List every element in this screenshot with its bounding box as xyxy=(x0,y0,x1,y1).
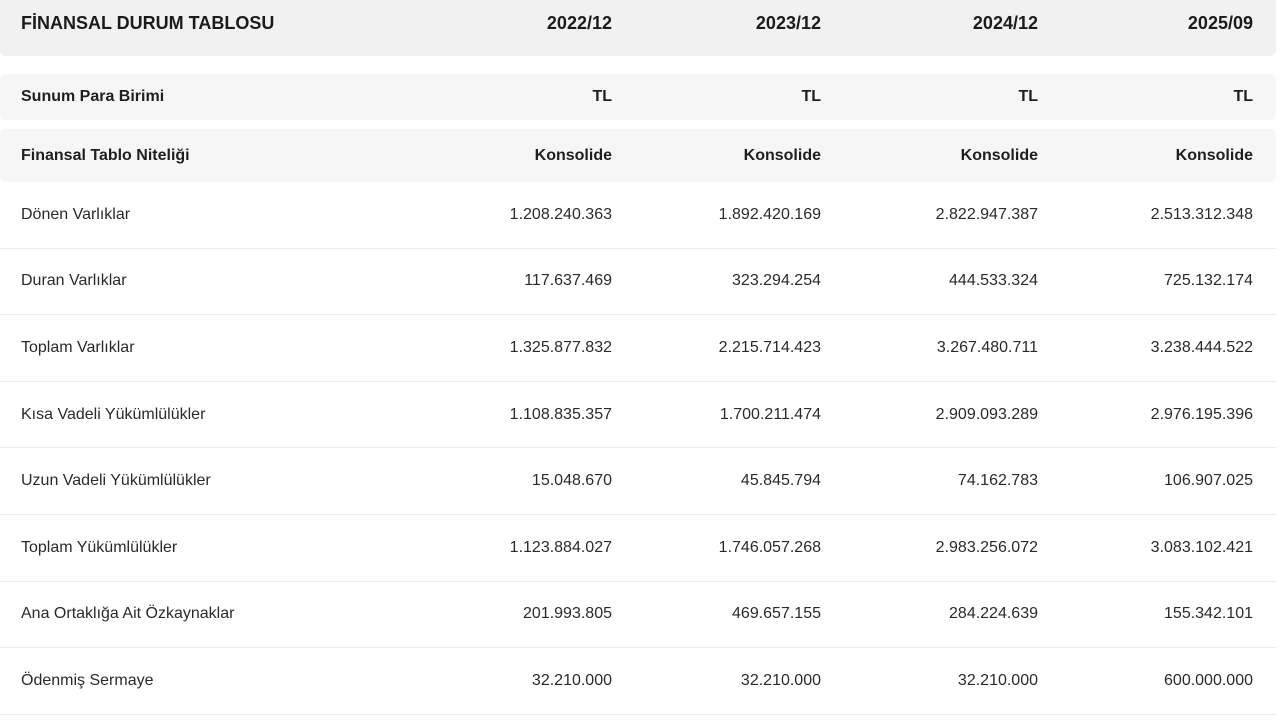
row-value: 155.342.101 xyxy=(1164,605,1253,623)
row-value: Konsolide xyxy=(960,146,1038,164)
row-value: 725.132.174 xyxy=(1164,272,1253,290)
row-label: Toplam Varlıklar xyxy=(21,338,135,356)
row-value: 1.325.877.832 xyxy=(509,338,612,356)
row-value: 2.909.093.289 xyxy=(935,405,1038,423)
row-value: 45.845.794 xyxy=(740,472,821,490)
table-row: Ödenmiş Sermaye 32.210.000 32.210.000 32… xyxy=(0,648,1276,715)
row-label: Finansal Tablo Niteliği xyxy=(21,146,190,164)
row-label: Duran Varlıklar xyxy=(21,272,127,290)
row-value: Konsolide xyxy=(1175,146,1253,164)
row-label: Ödenmiş Sermaye xyxy=(21,671,154,689)
row-label: Dönen Varlıklar xyxy=(21,205,131,223)
row-value: 32.210.000 xyxy=(740,671,821,689)
row-value: TL xyxy=(592,88,612,105)
row-value: 1.123.884.027 xyxy=(509,538,612,556)
row-value: 3.267.480.711 xyxy=(936,338,1038,356)
row-value: 3.238.444.522 xyxy=(1150,338,1253,356)
row-value: 2.822.947.387 xyxy=(935,205,1038,223)
row-value: TL xyxy=(801,88,821,105)
row-value: 117.637.469 xyxy=(524,272,612,290)
row-value: 1.208.240.363 xyxy=(509,205,612,223)
row-value: 469.657.155 xyxy=(732,605,821,623)
table-row: Toplam Varlıklar 1.325.877.832 2.215.714… xyxy=(0,315,1276,382)
row-value: 323.294.254 xyxy=(732,272,821,290)
row-value: TL xyxy=(1233,88,1253,105)
row-value: 106.907.025 xyxy=(1164,472,1253,490)
row-value: 32.210.000 xyxy=(957,671,1038,689)
row-label: Ana Ortaklığa Ait Özkaynaklar xyxy=(21,605,235,623)
row-value: 2.983.256.072 xyxy=(935,538,1038,556)
period-header[interactable]: 2022/12 xyxy=(546,12,612,33)
row-value: 2.513.312.348 xyxy=(1150,205,1253,223)
row-value: Konsolide xyxy=(743,146,821,164)
table-row: Kısa Vadeli Yükümlülükler 1.108.835.357 … xyxy=(0,382,1276,449)
row-label: Kısa Vadeli Yükümlülükler xyxy=(21,405,206,423)
row-value: 444.533.324 xyxy=(949,272,1038,290)
period-header[interactable]: 2025/09 xyxy=(1187,12,1253,33)
table-row: Duran Varlıklar 117.637.469 323.294.254 … xyxy=(0,249,1276,316)
row-value: 1.892.420.169 xyxy=(718,205,821,223)
currency-row: Sunum Para Birimi TL TL TL TL xyxy=(0,74,1276,120)
data-rows: Dönen Varlıklar 1.208.240.363 1.892.420.… xyxy=(0,182,1280,715)
row-label: Toplam Yükümlülükler xyxy=(21,538,178,556)
row-label: Sunum Para Birimi xyxy=(21,88,165,105)
row-value: Konsolide xyxy=(534,146,612,164)
table-title: FİNANSAL DURUM TABLOSU xyxy=(21,12,275,33)
row-value: TL xyxy=(1018,88,1038,105)
table-row: Uzun Vadeli Yükümlülükler 15.048.670 45.… xyxy=(0,448,1276,515)
table-header: FİNANSAL DURUM TABLOSU 2022/12 2023/12 2… xyxy=(0,0,1276,56)
row-value: 32.210.000 xyxy=(531,671,612,689)
period-header[interactable]: 2023/12 xyxy=(755,12,821,33)
row-value: 74.162.783 xyxy=(957,472,1038,490)
table-row: Toplam Yükümlülükler 1.123.884.027 1.746… xyxy=(0,515,1276,582)
table-row: Ana Ortaklığa Ait Özkaynaklar 201.993.80… xyxy=(0,582,1276,649)
statement-type-row: Finansal Tablo Niteliği Konsolide Konsol… xyxy=(0,129,1276,182)
row-value: 1.700.211.474 xyxy=(719,405,821,423)
row-value: 201.993.805 xyxy=(523,605,612,623)
row-label: Uzun Vadeli Yükümlülükler xyxy=(21,472,211,490)
row-value: 15.048.670 xyxy=(531,472,612,490)
period-header[interactable]: 2024/12 xyxy=(972,12,1038,33)
row-value: 2.215.714.423 xyxy=(718,338,821,356)
row-value: 2.976.195.396 xyxy=(1150,405,1253,423)
row-value: 284.224.639 xyxy=(949,605,1038,623)
row-value: 1.108.835.357 xyxy=(509,405,612,423)
row-value: 3.083.102.421 xyxy=(1150,538,1253,556)
table-row: Dönen Varlıklar 1.208.240.363 1.892.420.… xyxy=(0,182,1276,249)
row-value: 600.000.000 xyxy=(1164,671,1253,689)
row-value: 1.746.057.268 xyxy=(718,538,821,556)
